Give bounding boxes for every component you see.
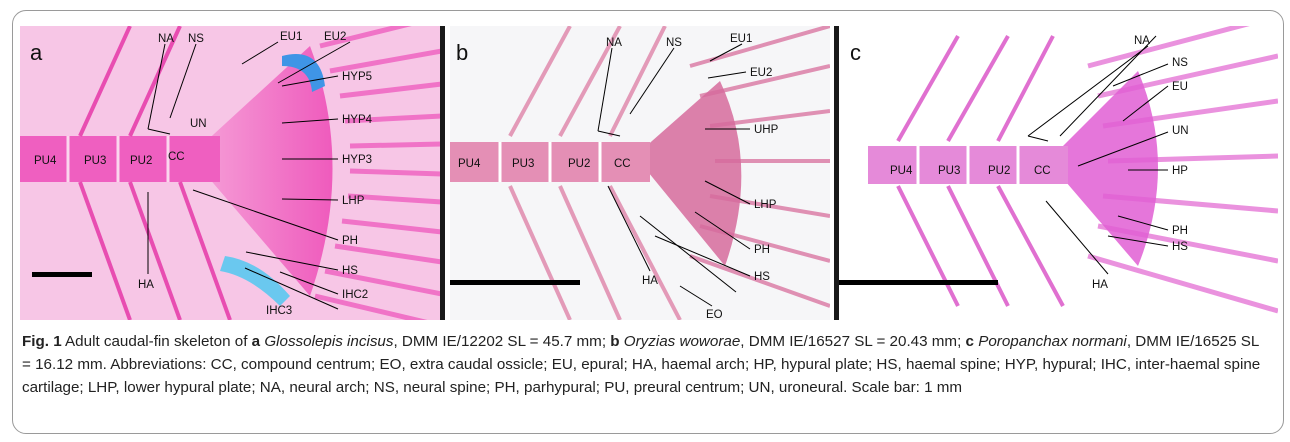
caption-text-3: , DMM IE/16527 SL = 20.43 mm; [740, 333, 966, 350]
label-CC: CC [1034, 165, 1051, 177]
label-UHP: UHP [754, 124, 779, 136]
label-PH: PH [754, 244, 770, 256]
label-HA: HA [642, 275, 658, 287]
label-PH: PH [1172, 225, 1188, 237]
panel-divider-bc [834, 26, 839, 320]
scale-bar-b [450, 280, 580, 285]
label-EU: EU [1172, 81, 1188, 93]
label-EU2: EU2 [324, 31, 346, 43]
panel-c-labels: c NA NS EU UN PU4 PU3 PU2 CC HP PH HS HA [850, 35, 1189, 291]
caption-fig-label: Fig. 1 [22, 333, 62, 350]
label-HS: HS [754, 271, 770, 283]
label-UN: UN [190, 118, 207, 130]
label-PU2: PU2 [568, 158, 590, 170]
label-NA: NA [1134, 35, 1150, 47]
panel-c: c NA NS EU UN PU4 PU3 PU2 CC HP PH HS HA [838, 26, 1278, 320]
caption-species-c: Poropanchax normani [978, 333, 1127, 350]
label-PU2: PU2 [130, 155, 152, 167]
caption-letter-a: a [251, 333, 261, 350]
label-PU4: PU4 [34, 155, 57, 167]
caption-text-4: , DMM IE/16525 SL = 16.12 mm. Abbreviati… [22, 333, 1261, 396]
caption-letter-c: c [965, 333, 974, 350]
panel-a-image: a NA NS EU1 EU2 HYP5 UN HYP4 PU4 PU3 PU2… [20, 26, 442, 320]
panel-b-letter: b [456, 40, 468, 65]
label-LHP: LHP [754, 199, 777, 211]
label-PU2: PU2 [988, 165, 1010, 177]
label-HS: HS [342, 265, 358, 277]
label-PU4: PU4 [458, 158, 481, 170]
label-EU2: EU2 [750, 67, 772, 79]
label-PU4: PU4 [890, 165, 913, 177]
panel-a: a NA NS EU1 EU2 HYP5 UN HYP4 PU4 PU3 PU2… [20, 26, 442, 320]
label-HS: HS [1172, 241, 1188, 253]
caption-text-2: , DMM IE/12202 SL = 45.7 mm; [393, 333, 611, 350]
caption-species-b: Oryzias woworae [623, 333, 741, 350]
label-HA: HA [1092, 279, 1108, 291]
label-PH: PH [342, 235, 358, 247]
label-HYP3: HYP3 [342, 154, 372, 166]
label-EO: EO [706, 309, 723, 320]
label-CC: CC [614, 158, 631, 170]
label-UN: UN [1172, 125, 1189, 137]
label-IHC2: IHC2 [342, 289, 368, 301]
label-NA: NA [158, 33, 174, 45]
label-NS: NS [1172, 57, 1188, 69]
label-EU1: EU1 [280, 31, 302, 43]
label-HP: HP [1172, 165, 1188, 177]
scale-bar-a [32, 272, 92, 277]
panel-divider-ab [440, 26, 445, 320]
panel-c-letter: c [850, 40, 861, 65]
caption-species-a: Glossolepis incisus [264, 333, 394, 350]
label-IHC3: IHC3 [266, 305, 292, 317]
scale-bar-c [838, 280, 998, 285]
label-EU1: EU1 [730, 33, 752, 45]
label-CC: CC [168, 151, 185, 163]
label-LHP: LHP [342, 195, 365, 207]
panel-c-image: c NA NS EU UN PU4 PU3 PU2 CC HP PH HS HA [838, 26, 1278, 320]
label-NA: NA [606, 37, 622, 49]
panel-b-labels: b NA NS EU1 EU2 UHP PU4 PU3 PU2 CC LHP P… [456, 33, 779, 320]
figure-caption: Fig. 1 Adult caudal-fin skeleton of a Gl… [22, 330, 1262, 399]
caption-text-1: Adult caudal-fin skeleton of [61, 333, 252, 350]
label-HYP4: HYP4 [342, 114, 373, 126]
label-HA: HA [138, 279, 154, 291]
caption-letter-b: b [610, 333, 620, 350]
figure-panels: a NA NS EU1 EU2 HYP5 UN HYP4 PU4 PU3 PU2… [20, 26, 1278, 320]
label-NS: NS [188, 33, 204, 45]
panel-a-letter: a [30, 40, 43, 65]
label-PU3: PU3 [938, 165, 960, 177]
label-NS: NS [666, 37, 682, 49]
label-PU3: PU3 [84, 155, 106, 167]
panel-a-labels: a NA NS EU1 EU2 HYP5 UN HYP4 PU4 PU3 PU2… [30, 31, 373, 317]
panel-b-image: b NA NS EU1 EU2 UHP PU4 PU3 PU2 CC LHP P… [450, 26, 830, 320]
label-PU3: PU3 [512, 158, 534, 170]
panel-b: b NA NS EU1 EU2 UHP PU4 PU3 PU2 CC LHP P… [450, 26, 830, 320]
label-HYP5: HYP5 [342, 71, 372, 83]
